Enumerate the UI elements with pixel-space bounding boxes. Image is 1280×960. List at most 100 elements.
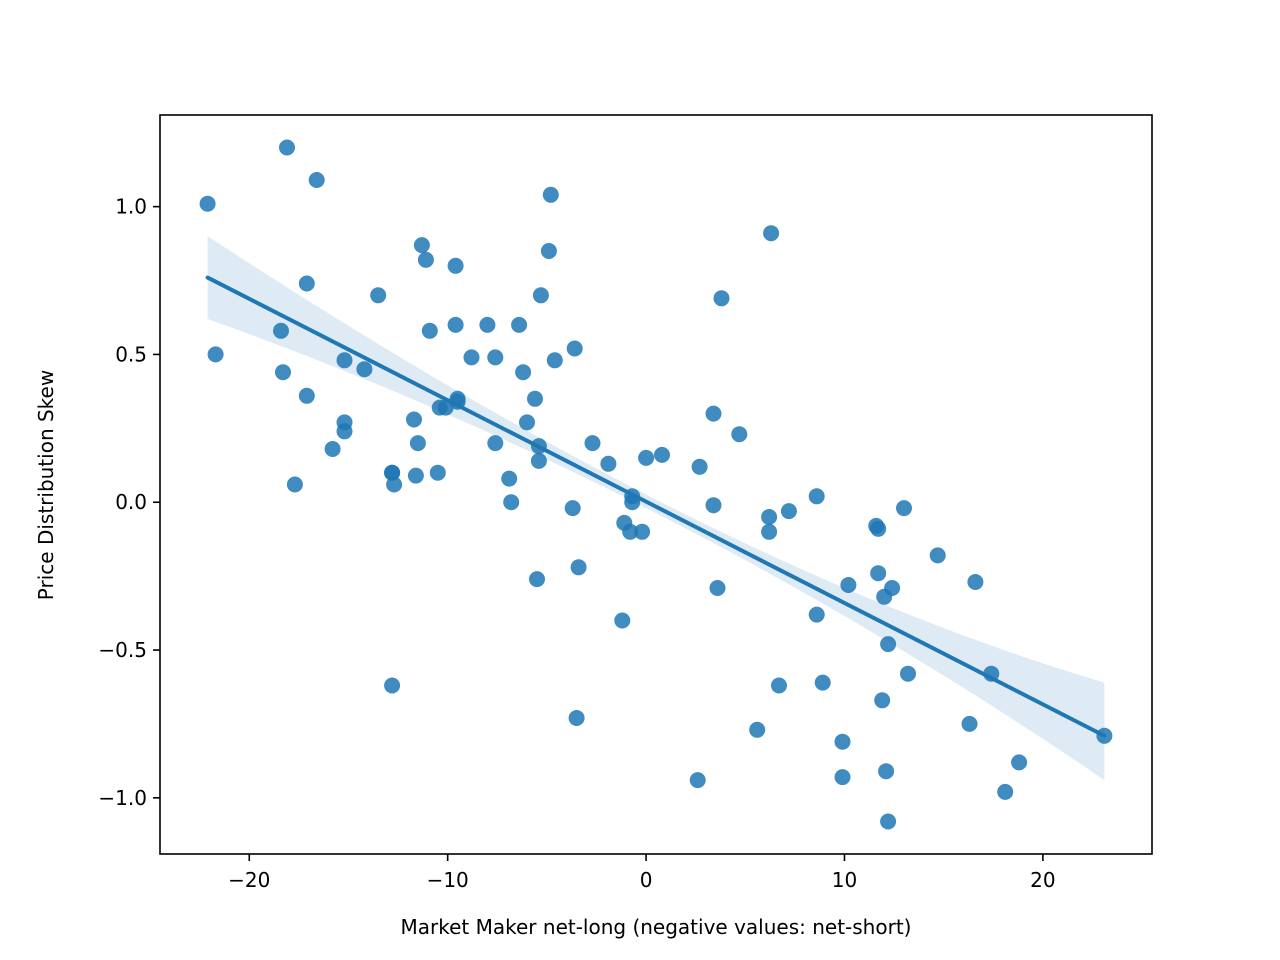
data-point <box>761 523 778 540</box>
data-point <box>691 458 708 475</box>
regression-line-layer <box>205 275 1107 738</box>
data-point <box>370 287 387 304</box>
data-point <box>568 710 585 726</box>
data-point <box>437 399 454 416</box>
data-point <box>384 677 401 694</box>
data-point <box>503 494 520 511</box>
y-tick-label: −0.5 <box>98 638 147 662</box>
data-point <box>409 435 426 452</box>
data-point <box>413 237 430 254</box>
data-point <box>487 349 504 366</box>
data-point <box>429 464 446 481</box>
plot-frame <box>159 114 1153 855</box>
data-point <box>880 636 897 653</box>
data-point <box>705 405 722 422</box>
data-point <box>530 452 547 469</box>
data-point <box>761 509 778 525</box>
data-point <box>878 763 895 780</box>
data-point <box>771 677 787 694</box>
data-point <box>487 435 504 452</box>
data-point <box>868 517 885 534</box>
data-point <box>336 352 353 369</box>
data-point <box>622 523 639 540</box>
data-point <box>749 721 766 738</box>
y-tick-label: 0.0 <box>115 490 147 514</box>
data-point <box>298 387 315 404</box>
x-axis-label: Market Maker net-long (negative values: … <box>401 915 912 939</box>
data-point <box>308 172 325 188</box>
data-point <box>705 497 722 514</box>
data-point <box>961 715 978 732</box>
y-tick-label: 1.0 <box>115 195 147 219</box>
regression-line <box>205 275 1107 738</box>
data-point <box>546 352 563 369</box>
x-tick-label: 20 <box>1030 868 1055 892</box>
data-point <box>386 476 403 493</box>
data-point <box>275 364 291 381</box>
data-point <box>356 361 373 378</box>
data-point <box>286 476 303 493</box>
y-axis-label: Price Distribution Skew <box>34 370 58 600</box>
data-point <box>880 813 897 830</box>
x-tick-label: −20 <box>228 868 270 892</box>
data-point <box>511 316 528 333</box>
data-point <box>407 467 424 484</box>
data-point <box>566 340 583 357</box>
x-tick-label: 0 <box>640 868 653 892</box>
data-point <box>600 455 617 472</box>
data-point <box>834 733 851 750</box>
data-point <box>417 251 434 268</box>
data-point <box>884 580 901 596</box>
data-point <box>527 390 543 407</box>
data-points-layer <box>199 139 1113 830</box>
data-point <box>207 346 224 363</box>
data-point <box>834 769 851 786</box>
data-point <box>997 783 1014 800</box>
data-point <box>384 464 401 481</box>
y-axis-ticks: −1.0 −0.5 0.0 0.5 1.0 <box>98 195 160 810</box>
data-point <box>780 503 797 520</box>
data-point <box>447 316 464 333</box>
data-point <box>870 565 887 582</box>
data-point <box>584 435 601 452</box>
data-point <box>689 772 706 789</box>
data-point <box>709 580 726 596</box>
data-point <box>479 316 496 333</box>
data-point <box>515 364 532 381</box>
data-point <box>614 612 631 629</box>
data-point <box>808 488 825 505</box>
data-point <box>570 559 587 576</box>
data-point <box>447 257 464 274</box>
data-point <box>874 692 891 709</box>
data-point <box>731 426 748 443</box>
data-point <box>654 446 670 463</box>
data-point <box>298 275 315 292</box>
data-point <box>564 500 581 517</box>
data-point <box>808 606 825 623</box>
data-point <box>713 290 730 307</box>
x-tick-label: 10 <box>832 868 857 892</box>
data-point <box>763 225 780 242</box>
data-point <box>421 322 438 339</box>
data-point <box>273 322 289 339</box>
data-point <box>896 500 912 517</box>
data-point <box>519 414 535 431</box>
data-point <box>463 349 480 366</box>
data-point <box>840 577 857 593</box>
data-point <box>279 139 295 156</box>
data-point <box>929 547 946 564</box>
data-point <box>634 523 651 540</box>
data-point <box>967 574 984 590</box>
data-point <box>336 423 353 440</box>
data-point <box>199 195 216 212</box>
data-point <box>540 243 557 259</box>
data-point <box>542 186 559 203</box>
data-point <box>501 470 518 487</box>
y-tick-label: 0.5 <box>115 342 147 366</box>
data-point <box>529 571 545 588</box>
x-axis-ticks: −20 −10 0 10 20 <box>228 854 1056 892</box>
data-point <box>324 441 341 457</box>
